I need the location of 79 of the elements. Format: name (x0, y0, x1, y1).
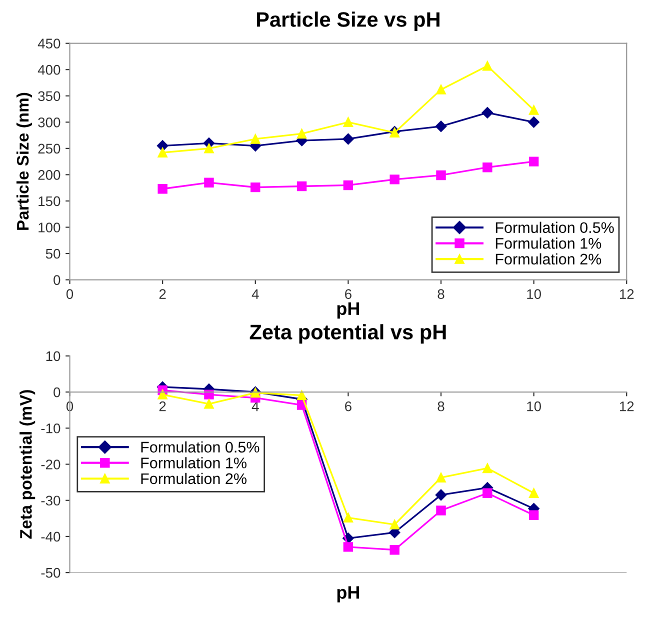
y-tick-label: 200 (38, 170, 60, 180)
x-tick-label: 6 (345, 401, 352, 412)
point (436, 506, 446, 516)
y-axis-title: Zeta potential (mV) (20, 390, 36, 539)
x-tick-label: 10 (527, 401, 541, 412)
chart-title: Particle Size vs pH (256, 12, 440, 31)
y-tick-label: -50 (41, 568, 60, 578)
x-tick-label: 10 (527, 289, 541, 300)
y-tick-label: -20 (41, 460, 60, 470)
point (482, 463, 492, 474)
point (204, 390, 214, 400)
y-tick-label: 150 (38, 196, 60, 206)
point (528, 510, 539, 520)
point (156, 140, 168, 152)
chart-title: Zeta potential vs pH (250, 324, 446, 344)
x-tick-label: 12 (620, 289, 634, 299)
point (296, 128, 307, 139)
point (204, 399, 214, 409)
point (343, 180, 354, 190)
y-tick-label: 300 (38, 117, 60, 128)
legend-label: Formulation 2% (141, 472, 246, 484)
point (390, 520, 400, 530)
point (158, 184, 168, 194)
y-tick-label: -30 (41, 496, 60, 506)
point (250, 134, 260, 144)
legend-label: Formulation 2% (496, 253, 602, 265)
y-axis-title: Particle Size (nm) (16, 92, 32, 230)
y-tick-label: -10 (41, 423, 60, 434)
legend-label: Formulation 0.5% (496, 222, 614, 234)
point (528, 105, 539, 115)
point (343, 542, 354, 552)
point (296, 181, 307, 192)
point (158, 148, 168, 158)
point (482, 61, 492, 71)
point (296, 390, 307, 400)
point (528, 116, 540, 128)
point (436, 170, 446, 180)
y-tick-label: 100 (38, 222, 60, 232)
legend-label: Formulation 0.5% (141, 441, 260, 453)
y-tick-label: 0 (54, 387, 60, 398)
point (390, 544, 400, 555)
point (342, 133, 354, 145)
x-tick-label: 8 (438, 401, 444, 412)
point (390, 174, 400, 184)
x-tick-label: 6 (345, 289, 352, 300)
y-tick-label: 400 (38, 64, 60, 75)
point (435, 120, 447, 132)
point (436, 84, 446, 94)
point (482, 107, 494, 118)
point (158, 390, 168, 400)
y-tick-label: 10 (46, 351, 60, 362)
x-tick-label: 0 (66, 289, 74, 300)
y-tick-label: 50 (46, 248, 60, 259)
y-tick-label: -40 (41, 532, 60, 542)
point (435, 489, 447, 501)
point (482, 162, 492, 172)
y-tick-label: 250 (38, 144, 60, 154)
y-tick-label: 0 (54, 275, 60, 285)
x-tick-label: 2 (159, 289, 166, 299)
point (528, 488, 539, 498)
point (204, 144, 214, 154)
legend-label: Formulation 1% (141, 457, 246, 468)
point (482, 488, 492, 498)
y-tick-label: 450 (38, 38, 60, 48)
y-tick-label: 350 (38, 91, 60, 102)
x-axis-title: pH (337, 586, 360, 602)
x-tick-label: 8 (438, 289, 444, 300)
x-tick-label: 4 (252, 289, 259, 299)
point (528, 156, 539, 166)
x-tick-label: 2 (159, 401, 166, 412)
point (343, 117, 354, 128)
x-tick-label: 0 (66, 401, 74, 412)
point (250, 182, 260, 192)
x-tick-label: 12 (620, 401, 634, 412)
point (436, 472, 446, 482)
legend-label: Formulation 1% (496, 238, 602, 249)
point (204, 178, 214, 188)
x-axis-title: pH (337, 302, 360, 319)
point (343, 512, 354, 523)
